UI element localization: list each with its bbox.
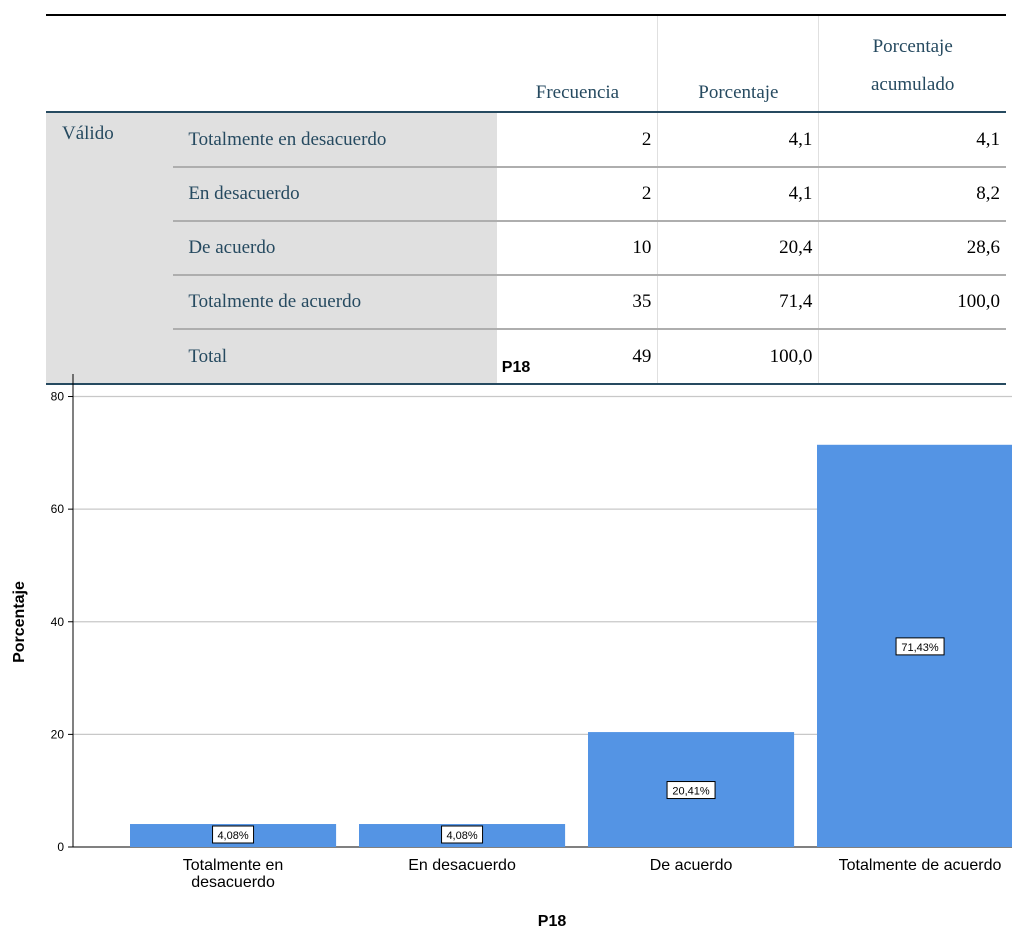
y-tick-label: 0: [57, 840, 64, 854]
cell-frequency: 49: [497, 329, 659, 385]
header-cumulative: Porcentaje acumulado: [818, 14, 1006, 113]
cell-cumulative: 4,1: [818, 112, 1006, 168]
table-row: De acuerdo 10 20,4 28,6: [46, 221, 1006, 276]
cell-percent: 20,4: [657, 221, 820, 276]
x-tick-label: desacuerdo: [191, 874, 275, 891]
group-label-spacer: [46, 275, 174, 329]
cell-percent: 100,0: [657, 329, 820, 385]
header-frequency: Frecuencia: [497, 14, 659, 113]
header-spacer: [173, 14, 498, 113]
frequency-table: Frecuencia Porcentaje Porcentaje acumula…: [46, 14, 1006, 385]
group-label-spacer: [46, 167, 174, 221]
x-tick-label: De acuerdo: [650, 857, 733, 874]
y-axis-label: Porcentaje: [11, 581, 28, 663]
y-tick-label: 80: [51, 390, 65, 404]
cell-frequency: 35: [497, 275, 659, 330]
data-label: 71,43%: [901, 642, 939, 654]
table-row-total: Total 49 100,0: [46, 329, 1006, 385]
x-axis-label: P18: [538, 913, 567, 930]
group-label-spacer: [46, 329, 174, 385]
x-tick-label: Totalmente en: [183, 857, 284, 874]
group-label-spacer: [46, 221, 174, 275]
cell-cumulative: 28,6: [818, 221, 1006, 276]
cell-cumulative: [818, 329, 1006, 385]
y-tick-label: 20: [51, 727, 65, 741]
cell-cumulative: 100,0: [818, 275, 1006, 330]
table-row: En desacuerdo 2 4,1 8,2: [46, 167, 1006, 222]
y-tick-label: 40: [51, 615, 65, 629]
x-tick-label: Totalmente de acuerdo: [839, 857, 1002, 874]
group-label: Válido: [46, 112, 174, 167]
chart-title: P18: [502, 359, 531, 376]
data-label: 20,41%: [672, 786, 710, 798]
cell-frequency: 2: [497, 112, 659, 168]
cell-cumulative: 8,2: [818, 167, 1006, 222]
data-label-box: [666, 781, 716, 800]
row-label: Total: [173, 329, 498, 385]
cell-frequency: 2: [497, 167, 659, 222]
data-label-box: [441, 825, 484, 844]
y-tick-label: 60: [51, 502, 65, 516]
data-label-box: [212, 825, 255, 844]
cell-frequency: 10: [497, 221, 659, 276]
table-header-row: Frecuencia Porcentaje Porcentaje acumula…: [46, 14, 1006, 113]
cell-percent: 4,1: [657, 112, 820, 168]
row-label: De acuerdo: [173, 221, 498, 276]
header-spacer: [46, 14, 174, 113]
table-row: Totalmente de acuerdo 35 71,4 100,0: [46, 275, 1006, 330]
header-cumulative-line1: Porcentaje: [872, 36, 953, 57]
header-cumulative-line2: acumulado: [870, 74, 955, 95]
cell-percent: 4,1: [657, 167, 820, 222]
data-label-box: [895, 637, 945, 656]
row-label: En desacuerdo: [173, 167, 498, 222]
row-label: Totalmente en desacuerdo: [173, 112, 498, 168]
data-label: 4,08%: [446, 830, 477, 842]
x-tick-label: En desacuerdo: [408, 857, 516, 874]
table-row: Válido Totalmente en desacuerdo 2 4,1 4,…: [46, 112, 1006, 168]
data-label: 4,08%: [217, 830, 248, 842]
bar-chart: P18 Porcentaje P18 0 20 40 60 80 4,08% Totalme…: [11, 359, 1012, 930]
cell-percent: 71,4: [657, 275, 820, 330]
row-label: Totalmente de acuerdo: [173, 275, 498, 330]
header-percent: Porcentaje: [657, 14, 820, 113]
